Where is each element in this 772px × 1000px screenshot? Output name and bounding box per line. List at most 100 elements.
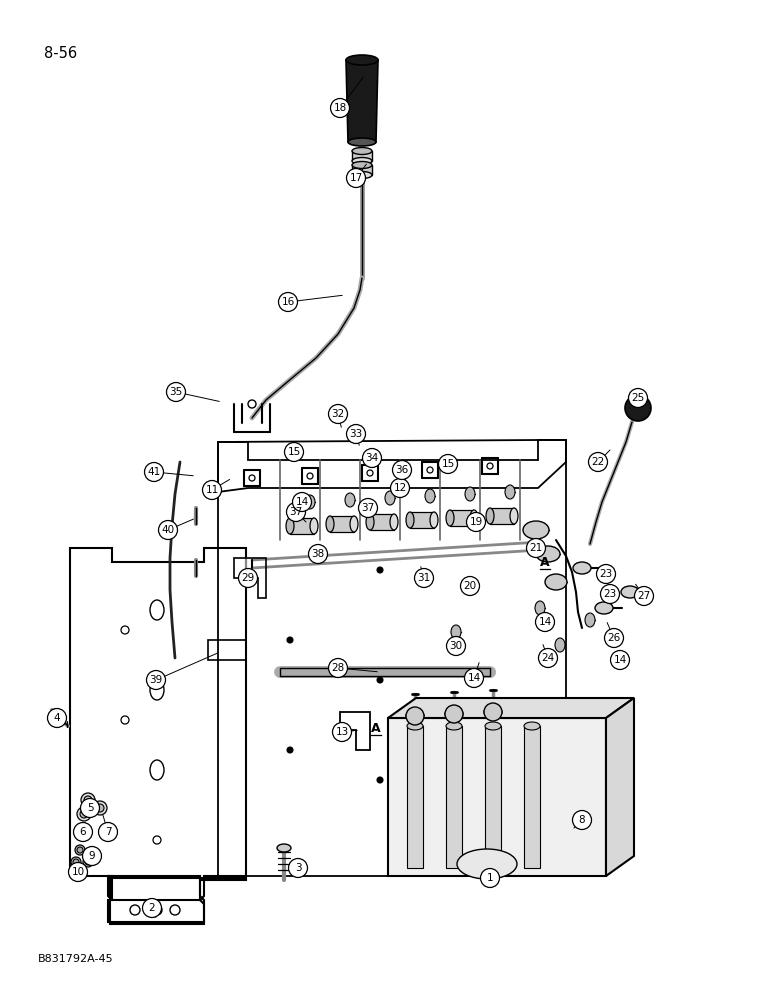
Polygon shape <box>388 698 634 718</box>
Circle shape <box>80 810 88 818</box>
Circle shape <box>427 467 433 473</box>
Circle shape <box>377 567 383 573</box>
Circle shape <box>73 822 93 842</box>
Text: 5: 5 <box>86 803 93 813</box>
Text: 41: 41 <box>147 467 161 477</box>
Text: 6: 6 <box>80 827 86 837</box>
Text: 31: 31 <box>418 573 431 583</box>
Bar <box>407 726 423 868</box>
Bar <box>410 512 434 528</box>
Ellipse shape <box>523 521 549 539</box>
Text: A: A <box>371 722 381 734</box>
Bar <box>388 718 606 876</box>
Text: 15: 15 <box>287 447 300 457</box>
Circle shape <box>170 905 180 915</box>
Text: 9: 9 <box>89 851 95 861</box>
Text: 23: 23 <box>599 569 613 579</box>
Text: 2: 2 <box>149 903 155 913</box>
Circle shape <box>202 481 222 499</box>
Ellipse shape <box>277 844 291 852</box>
Ellipse shape <box>510 508 518 524</box>
Circle shape <box>147 670 165 690</box>
Circle shape <box>121 716 129 724</box>
Ellipse shape <box>150 760 164 780</box>
Ellipse shape <box>621 586 639 598</box>
Circle shape <box>601 584 619 603</box>
Circle shape <box>75 845 85 855</box>
Circle shape <box>144 462 164 482</box>
Circle shape <box>248 400 256 408</box>
Circle shape <box>121 626 129 634</box>
Circle shape <box>539 648 557 668</box>
Text: 15: 15 <box>442 459 455 469</box>
Circle shape <box>279 292 297 312</box>
Circle shape <box>573 810 591 830</box>
Ellipse shape <box>585 613 595 627</box>
Text: 27: 27 <box>638 591 651 601</box>
Text: 19: 19 <box>469 517 482 527</box>
Ellipse shape <box>366 514 374 530</box>
Circle shape <box>358 498 378 518</box>
Text: 17: 17 <box>350 173 363 183</box>
Text: 22: 22 <box>591 457 604 467</box>
Ellipse shape <box>326 516 334 532</box>
Ellipse shape <box>352 147 372 154</box>
Ellipse shape <box>446 510 454 526</box>
Circle shape <box>167 382 185 401</box>
Text: 14: 14 <box>296 497 309 507</box>
Circle shape <box>461 576 479 595</box>
Bar <box>370 514 394 530</box>
Circle shape <box>536 612 554 632</box>
Circle shape <box>307 473 313 479</box>
Text: 40: 40 <box>161 525 174 535</box>
Circle shape <box>330 99 350 117</box>
Circle shape <box>347 424 365 444</box>
Text: 29: 29 <box>242 573 255 583</box>
Circle shape <box>286 502 306 522</box>
Circle shape <box>625 395 651 421</box>
Ellipse shape <box>407 722 423 730</box>
Circle shape <box>363 448 381 468</box>
Circle shape <box>285 442 303 462</box>
Circle shape <box>77 847 83 853</box>
Circle shape <box>611 650 629 670</box>
Circle shape <box>93 801 107 815</box>
Circle shape <box>80 798 100 818</box>
Bar <box>524 726 540 868</box>
Ellipse shape <box>346 55 378 65</box>
Text: A: A <box>540 556 550 568</box>
Text: 37: 37 <box>290 507 303 517</box>
Circle shape <box>480 868 499 888</box>
Circle shape <box>158 520 178 540</box>
Circle shape <box>333 722 351 742</box>
Ellipse shape <box>486 508 494 524</box>
Ellipse shape <box>150 680 164 700</box>
Polygon shape <box>346 60 378 142</box>
Circle shape <box>487 463 493 469</box>
Circle shape <box>84 796 92 804</box>
Circle shape <box>289 858 307 878</box>
Ellipse shape <box>545 574 567 590</box>
Ellipse shape <box>615 653 625 667</box>
Circle shape <box>466 512 486 532</box>
Text: 7: 7 <box>105 827 111 837</box>
Ellipse shape <box>430 512 438 528</box>
Text: 23: 23 <box>604 589 617 599</box>
Circle shape <box>287 747 293 753</box>
Text: 26: 26 <box>608 633 621 643</box>
Ellipse shape <box>536 546 560 562</box>
Circle shape <box>96 804 104 812</box>
Ellipse shape <box>465 487 475 501</box>
Ellipse shape <box>484 707 502 717</box>
Circle shape <box>377 777 383 783</box>
Text: 38: 38 <box>311 549 324 559</box>
Text: 35: 35 <box>169 387 183 397</box>
Ellipse shape <box>535 601 545 615</box>
Circle shape <box>391 479 409 497</box>
Bar <box>330 516 354 532</box>
Circle shape <box>130 905 140 915</box>
Circle shape <box>406 707 424 725</box>
Text: 4: 4 <box>54 713 60 723</box>
Text: 32: 32 <box>331 409 344 419</box>
Ellipse shape <box>446 722 462 730</box>
